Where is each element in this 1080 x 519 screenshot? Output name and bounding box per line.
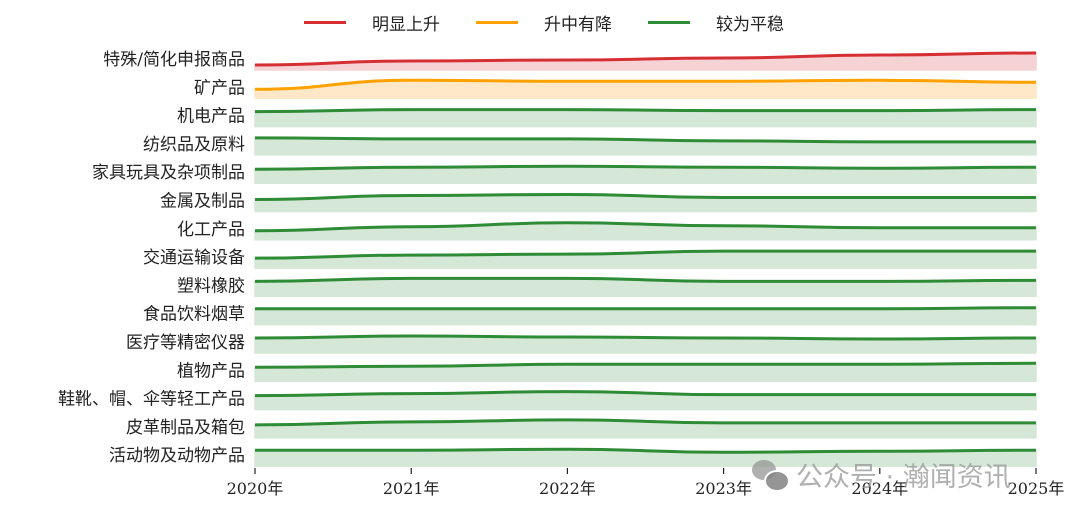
legend-swatch-orange: [476, 21, 518, 24]
series-line: [254, 249, 1036, 260]
category-label: 塑料橡胶: [177, 276, 245, 296]
legend-item-fluctuating: 升中有降: [476, 10, 612, 35]
series-line: [254, 390, 1036, 398]
series-line: [255, 447, 1037, 454]
series-band: [254, 108, 1037, 128]
category-label: 化工产品: [177, 220, 245, 240]
category-label: 鞋靴、帽、伞等轻工产品: [58, 390, 245, 410]
series-band: [254, 334, 1037, 354]
category-label: 医疗等精密仪器: [126, 333, 245, 353]
series-band: [254, 78, 1037, 100]
category-label: 交通运输设备: [143, 248, 245, 268]
series-band: [254, 51, 1037, 71]
x-tick-label: 2021年: [383, 479, 440, 498]
series-band: [254, 249, 1037, 269]
category-label: 纺织品及原料: [143, 135, 245, 155]
series-band: [254, 164, 1037, 184]
x-tick-label: 2025年: [1008, 479, 1065, 498]
legend-item-stable: 较为平稳: [648, 10, 784, 35]
series-band: [254, 221, 1037, 241]
category-label: 金属及制品: [160, 192, 245, 212]
series-line: [254, 78, 1037, 91]
legend-label: 明显上升: [372, 15, 440, 35]
wechat-icon: [752, 459, 790, 492]
x-tick-label: 2024年: [851, 479, 908, 498]
chart-legend: 明显上升 升中有降 较为平稳: [304, 10, 820, 35]
series-line: [254, 136, 1036, 144]
series-line: [255, 306, 1037, 311]
category-label: 植物产品: [177, 361, 245, 381]
series-band: [254, 447, 1037, 467]
category-label: 食品饮料烟草: [143, 305, 245, 325]
category-label: 活动物及动物产品: [109, 446, 245, 466]
x-tick-label: 2022年: [539, 479, 596, 498]
series-band: [254, 361, 1037, 383]
legend-swatch-red: [304, 21, 346, 24]
series-band: [254, 136, 1037, 156]
series-line: [254, 276, 1037, 283]
category-label: 皮革制品及箱包: [126, 418, 245, 438]
x-tick-label: 2020年: [227, 479, 284, 498]
series-band: [254, 306, 1037, 326]
series-band: [254, 390, 1037, 411]
series-line: [254, 418, 1037, 427]
series-line: [254, 334, 1037, 341]
series-line: [254, 221, 1036, 233]
series-line: [254, 51, 1037, 67]
series-line: [254, 108, 1037, 114]
watermark-text: 公众号 · 瀚闻资讯: [796, 462, 1011, 493]
series-area: [254, 79, 1037, 100]
x-tick-label: 2023年: [695, 479, 752, 498]
category-label: 机电产品: [177, 107, 245, 127]
category-label: 特殊/简化申报商品: [103, 50, 245, 70]
series-line: [254, 361, 1037, 369]
legend-swatch-green: [648, 21, 690, 24]
category-label: 家具玩具及杂项制品: [92, 163, 245, 183]
legend-label: 升中有降: [544, 15, 612, 35]
watermark: 公众号 · 瀚闻资讯: [752, 455, 1011, 494]
series-area: [254, 108, 1037, 128]
series-line: [254, 164, 1037, 171]
legend-item-rising: 明显上升: [304, 10, 440, 35]
legend-label: 较为平稳: [716, 15, 784, 35]
category-label: 矿产品: [194, 78, 245, 98]
series-line: [254, 192, 1036, 201]
series-area: [254, 306, 1037, 326]
series-band: [254, 192, 1037, 213]
series-band: [254, 276, 1037, 298]
series-band: [254, 418, 1037, 439]
